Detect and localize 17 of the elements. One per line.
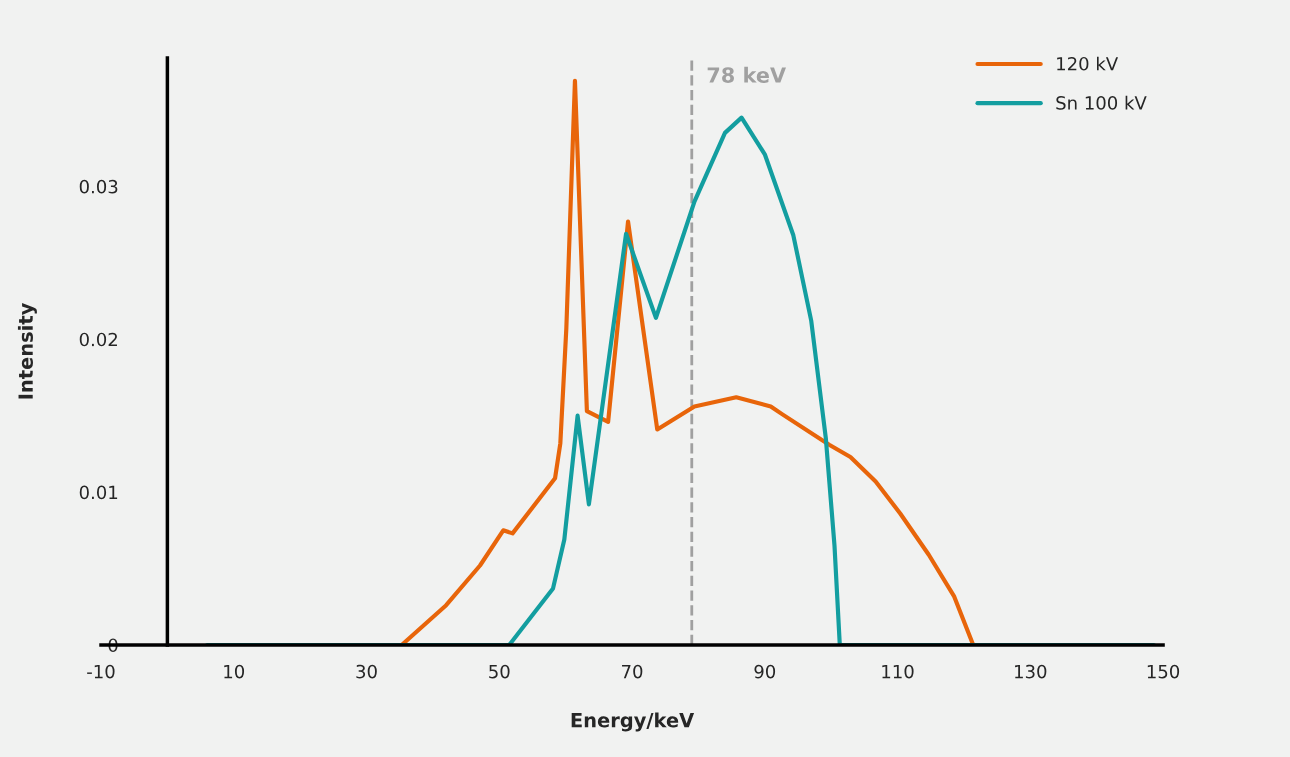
y-axis-title: Intensity: [17, 303, 37, 399]
y-tick-label: 0.02: [79, 332, 117, 347]
x-tick-label: 70: [622, 664, 643, 679]
x-tick-label: -10: [87, 664, 115, 679]
x-axis-title: Energy/keV: [571, 712, 695, 732]
y-tick-label: 0.01: [79, 485, 118, 500]
x-tick-label: 30: [356, 664, 377, 679]
x-tick-label: 90: [754, 664, 776, 679]
x-tick-label: 130: [1015, 664, 1047, 679]
x-tick-label: 150: [1147, 664, 1180, 679]
x-tick-label: 50: [489, 664, 510, 679]
legend-label: Sn 100 kV: [1056, 95, 1147, 110]
ref-line-label: 78 keV: [707, 66, 786, 83]
x-tick-label: 110: [882, 664, 914, 679]
x-tick-label: 10: [224, 664, 245, 679]
y-tick-label: 0.03: [79, 179, 118, 194]
legend-label: 120 kV: [1057, 56, 1119, 71]
